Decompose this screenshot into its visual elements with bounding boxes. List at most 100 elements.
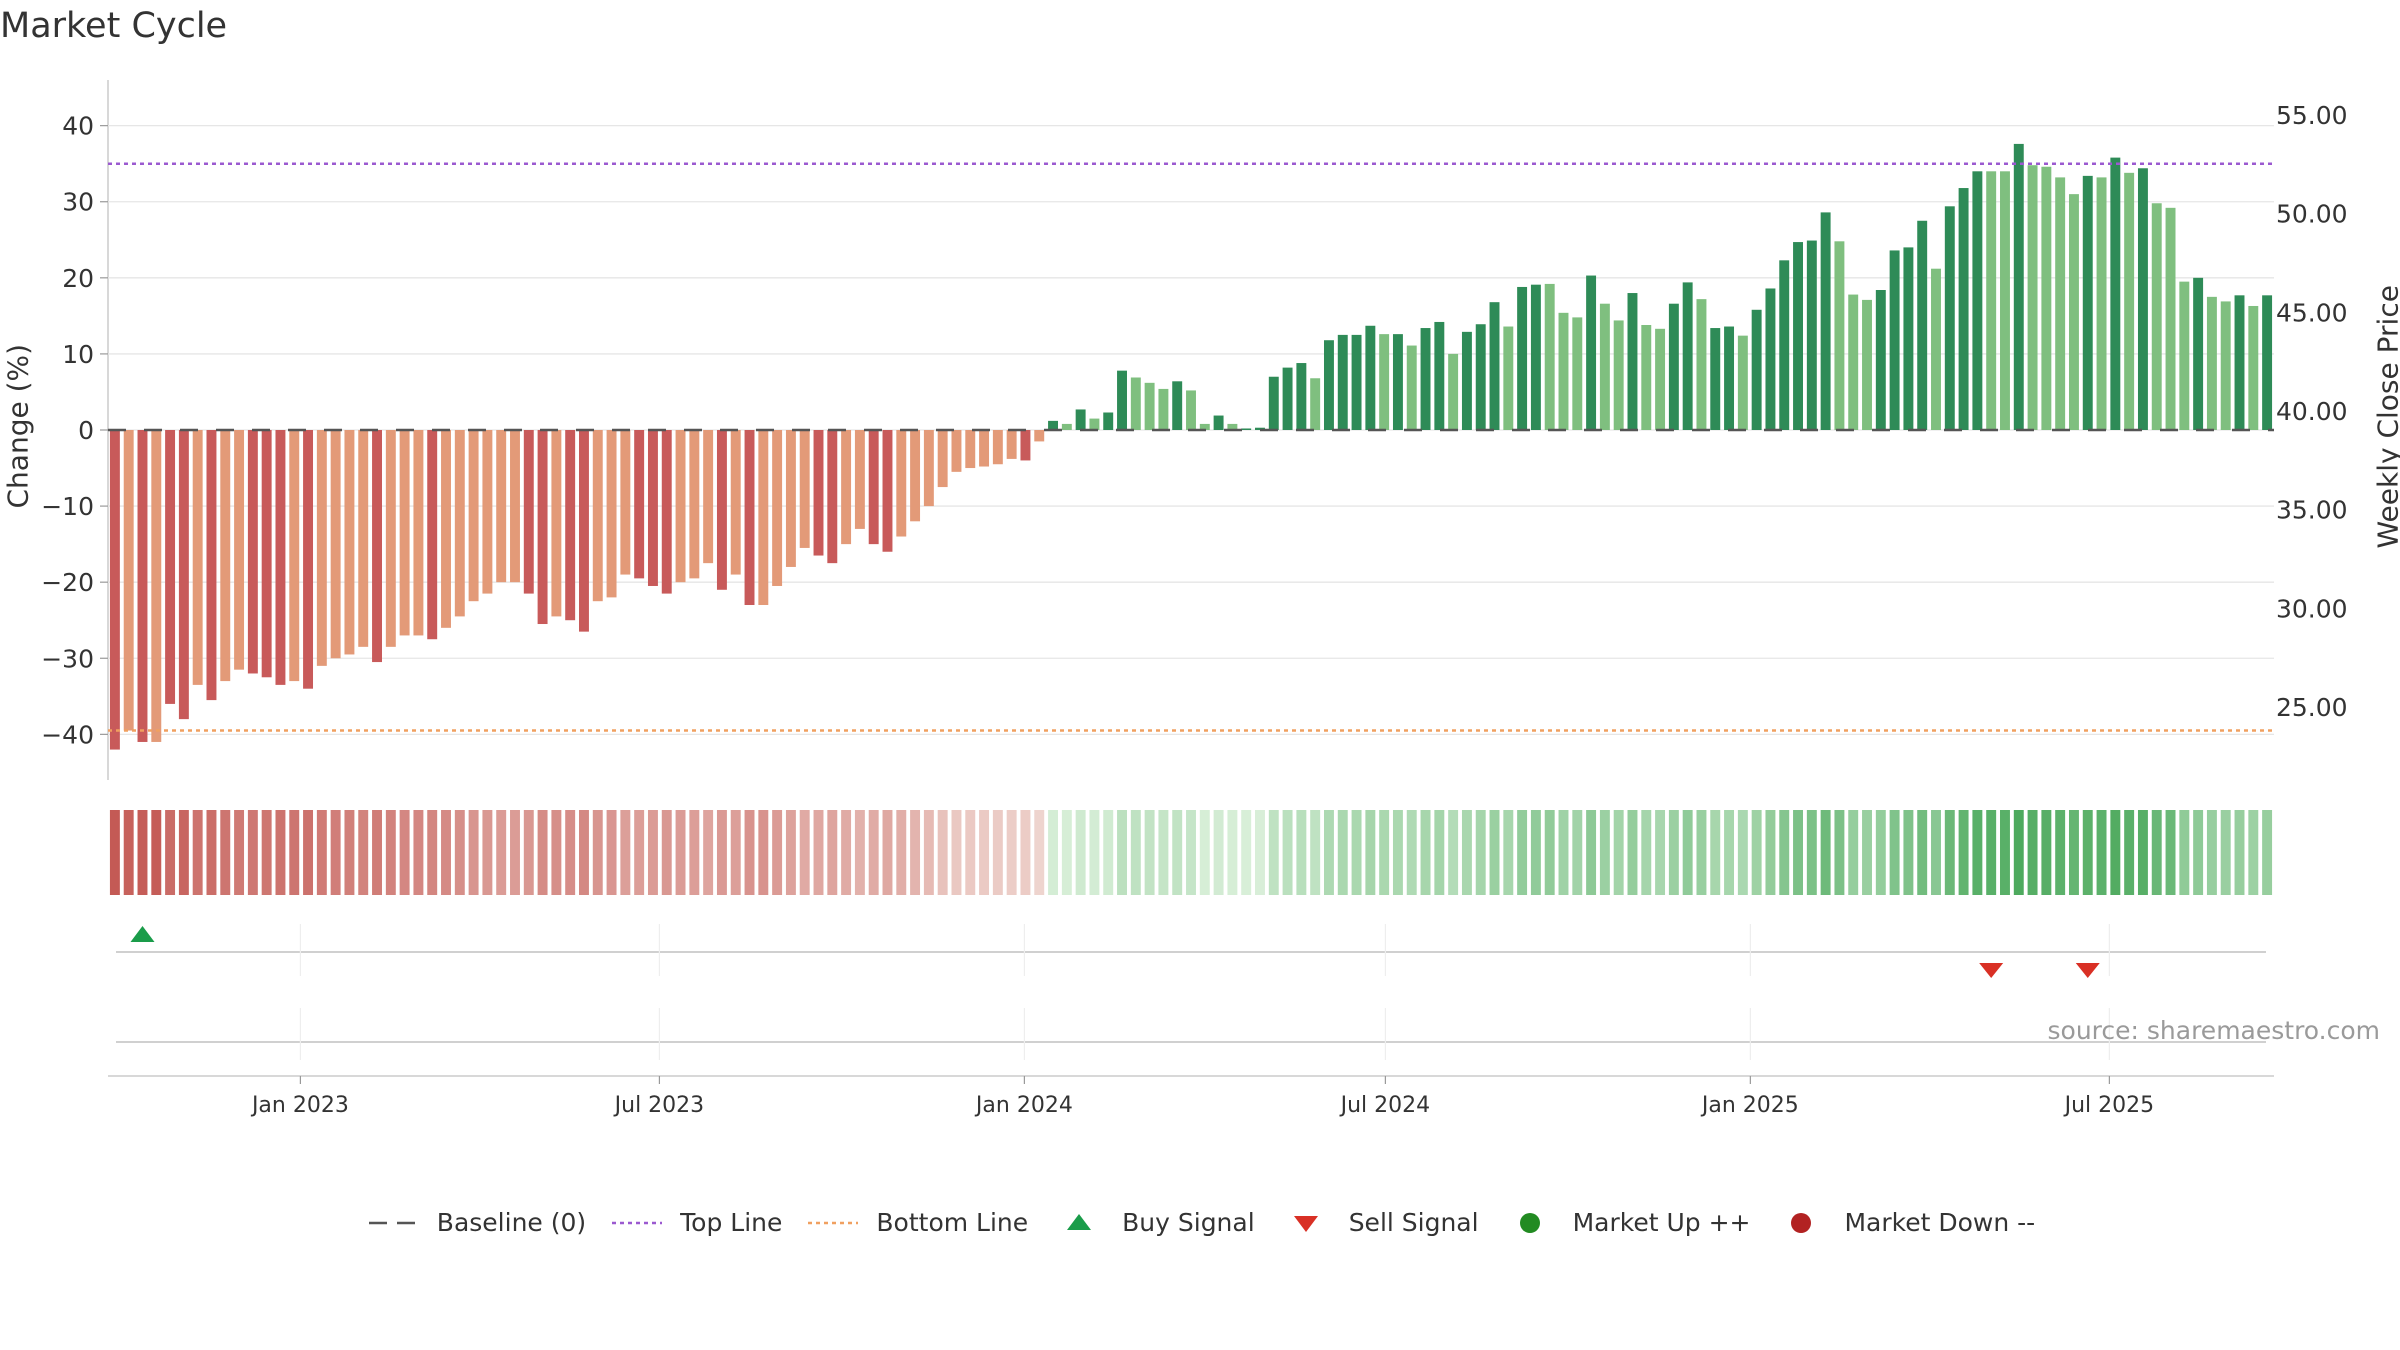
heat-cell — [2027, 810, 2038, 895]
heat-cell — [1917, 810, 1928, 895]
heat-cell — [2234, 810, 2245, 895]
bar — [2055, 177, 2066, 430]
heat-cell — [1323, 810, 1334, 895]
heat-cell — [1530, 810, 1541, 895]
bar — [482, 430, 493, 594]
heat-cell — [1862, 810, 1872, 895]
x-tick-label: Jan 2023 — [250, 1093, 349, 1118]
heat-cell — [1599, 810, 1610, 895]
heat-cell — [910, 810, 921, 895]
heat-cell — [1282, 810, 1293, 895]
heat-cell — [992, 810, 1003, 895]
heat-cell — [730, 810, 741, 895]
heat-cell — [882, 810, 893, 895]
circle-red-icon — [1791, 1212, 1812, 1233]
bar — [1848, 294, 1859, 430]
legend-label: Baseline (0) — [436, 1208, 587, 1237]
bar — [1323, 340, 1334, 430]
y2-tick-label: 35.00 — [2276, 496, 2348, 525]
bar — [634, 430, 645, 579]
bar — [1089, 418, 1100, 430]
y-tick-label: 0 — [78, 416, 94, 445]
heat-cell — [2151, 810, 2162, 895]
legend-item-market-down[interactable]: Market Down -- — [1772, 1208, 2035, 1237]
heat-cell — [413, 810, 424, 895]
legend: Baseline (0) Top Line Bottom Line Buy Si… — [0, 1208, 2400, 1237]
heat-cell — [1544, 810, 1555, 895]
bar — [1889, 250, 1900, 430]
bar — [689, 430, 700, 579]
bar — [979, 430, 990, 467]
heat-cell — [1834, 810, 1845, 895]
bar — [2179, 281, 2190, 430]
bar — [813, 430, 824, 556]
heat-cell — [703, 810, 714, 895]
bar — [579, 430, 589, 632]
heat-cell — [1392, 810, 1403, 895]
bar — [2137, 168, 2148, 430]
bar — [468, 430, 479, 602]
heat-cell — [1117, 810, 1127, 895]
heat-cell — [2000, 810, 2010, 895]
dotted-orange-line-icon — [808, 1221, 859, 1224]
bar — [592, 430, 603, 602]
legend-item-baseline[interactable]: Baseline (0) — [365, 1208, 586, 1237]
bar — [1724, 326, 1735, 430]
y-tick-label: 30 — [62, 188, 94, 217]
bar — [523, 430, 534, 594]
bar — [730, 430, 741, 575]
bar — [1392, 334, 1403, 430]
heat-cell — [1944, 810, 1955, 895]
bar — [620, 430, 631, 575]
heat-cell — [1461, 810, 1472, 895]
bar — [1296, 363, 1307, 430]
legend-item-top-line[interactable]: Top Line — [608, 1208, 782, 1237]
legend-item-market-up[interactable]: Market Up ++ — [1501, 1208, 1750, 1237]
heat-cell — [592, 810, 603, 895]
heat-cell — [1227, 810, 1238, 895]
y-tick-label: 40 — [62, 112, 94, 141]
heat-cell — [744, 810, 755, 895]
y-tick-label: −10 — [41, 492, 94, 521]
bar — [537, 430, 548, 625]
heat-cell — [1172, 810, 1183, 895]
heat-cell — [1103, 810, 1114, 895]
heat-cell — [565, 810, 576, 895]
bar — [358, 430, 369, 647]
bar — [1517, 286, 1528, 430]
heat-cell — [772, 810, 783, 895]
bar — [1075, 409, 1086, 430]
x-tick-label: Jul 2023 — [613, 1093, 705, 1118]
legend-item-buy-signal[interactable]: Buy Signal — [1050, 1208, 1255, 1237]
bar — [868, 430, 879, 545]
bar — [1061, 423, 1072, 430]
heat-cell — [1365, 810, 1376, 895]
bar — [2096, 177, 2107, 430]
heat-cell — [1682, 810, 1693, 895]
bar — [1282, 367, 1293, 430]
bar — [1186, 390, 1196, 430]
bar — [1820, 212, 1831, 430]
heat-cell — [758, 810, 769, 895]
legend-item-sell-signal[interactable]: Sell Signal — [1277, 1208, 1479, 1237]
heat-cell — [2206, 810, 2217, 895]
heat-cell — [1737, 810, 1748, 895]
bar — [965, 430, 976, 469]
bar — [841, 430, 852, 545]
y-tick-label: −20 — [41, 568, 94, 597]
heat-cell — [661, 810, 672, 895]
bar — [1613, 320, 1624, 430]
bar — [716, 430, 727, 590]
heat-cell — [1572, 810, 1583, 895]
bar — [1558, 312, 1569, 430]
legend-item-bottom-line[interactable]: Bottom Line — [804, 1208, 1028, 1237]
heat-cell — [1503, 810, 1514, 895]
bar — [206, 430, 217, 701]
heat-cell — [647, 810, 658, 895]
y-tick-label: 20 — [62, 264, 94, 293]
heat-cell — [1337, 810, 1348, 895]
heat-cell — [1641, 810, 1652, 895]
heat-cell — [1130, 810, 1141, 895]
source-credit: source: sharemaestro.com — [2047, 1016, 2381, 1045]
heat-cell — [2193, 810, 2204, 895]
